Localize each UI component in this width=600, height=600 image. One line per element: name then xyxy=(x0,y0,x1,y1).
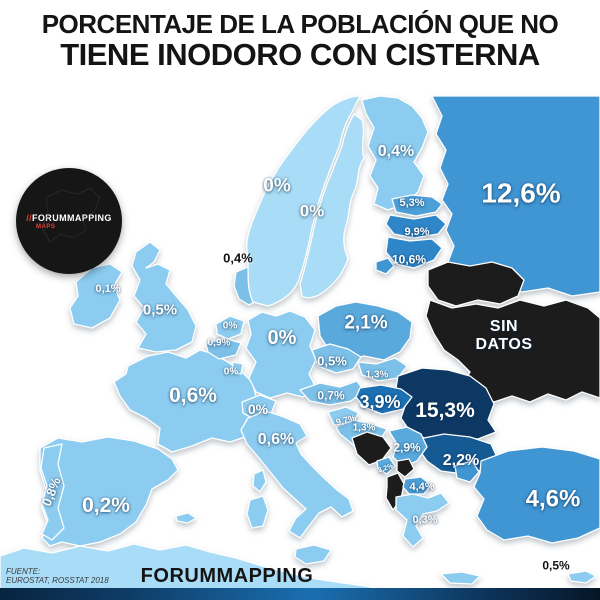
country-greece xyxy=(395,492,450,548)
country-north-macedonia xyxy=(402,476,432,495)
country-turkey xyxy=(473,446,600,544)
country-bosnia xyxy=(351,431,392,466)
country-sweden xyxy=(299,113,365,299)
logo-europe-outline-icon xyxy=(41,187,101,243)
source-line-2: EUROSTAT, ROSSTAT 2018 xyxy=(6,576,109,586)
island-sardinia xyxy=(246,495,269,529)
source-line-1: FUENTE: xyxy=(6,567,41,576)
country-hungary xyxy=(355,384,413,415)
country-ireland xyxy=(69,263,123,329)
country-luxembourg xyxy=(231,361,244,375)
country-norway xyxy=(246,95,361,307)
forummapping-logo: //FORUMMAPPING MAPS xyxy=(16,168,122,274)
country-netherlands xyxy=(215,315,245,340)
country-portugal xyxy=(40,443,65,541)
logo-wordmark: //FORUMMAPPING xyxy=(26,213,112,223)
country-lithuania xyxy=(385,236,443,269)
footer-brand: FORUMMAPPING xyxy=(140,565,314,587)
country-belgium xyxy=(205,337,242,360)
island-cyprus xyxy=(567,570,597,584)
country-estonia xyxy=(391,194,443,217)
country-slovakia xyxy=(357,357,408,382)
island-crete xyxy=(440,571,481,585)
country-kosovo xyxy=(396,458,415,478)
island-corsica xyxy=(252,469,267,493)
island-sicily xyxy=(294,544,332,565)
country-finland xyxy=(361,95,429,211)
logo-slashes: // xyxy=(26,212,32,223)
country-belarus xyxy=(427,261,525,307)
title-line-2: TIENE INODORO CON CISTERNA xyxy=(60,37,540,73)
country-north-africa xyxy=(0,543,401,593)
country-montenegro xyxy=(376,456,396,475)
title-line-1: PORCENTAJE DE LA POBLACIÓN QUE NO xyxy=(41,9,559,39)
country-czechia xyxy=(311,343,362,374)
country-latvia xyxy=(385,214,447,239)
region-kaliningrad xyxy=(375,257,395,275)
page-title: PORCENTAJE DE LA POBLACIÓN QUE NO TIENE … xyxy=(0,10,600,72)
country-serbia xyxy=(388,426,428,468)
country-united-kingdom xyxy=(131,241,197,353)
source-credit: FUENTE: EUROSTAT, ROSSTAT 2018 xyxy=(6,567,109,585)
bottom-gradient-bar xyxy=(0,588,600,600)
country-russia xyxy=(431,95,600,297)
country-spain xyxy=(39,436,179,547)
region-turkish-thrace xyxy=(454,460,480,483)
country-germany xyxy=(245,310,317,399)
country-romania xyxy=(395,367,497,441)
logo-name: FORUMMAPPING xyxy=(32,212,112,223)
island-balearics xyxy=(175,512,197,524)
logo-subtitle: MAPS xyxy=(36,223,56,230)
country-italy xyxy=(240,410,354,539)
